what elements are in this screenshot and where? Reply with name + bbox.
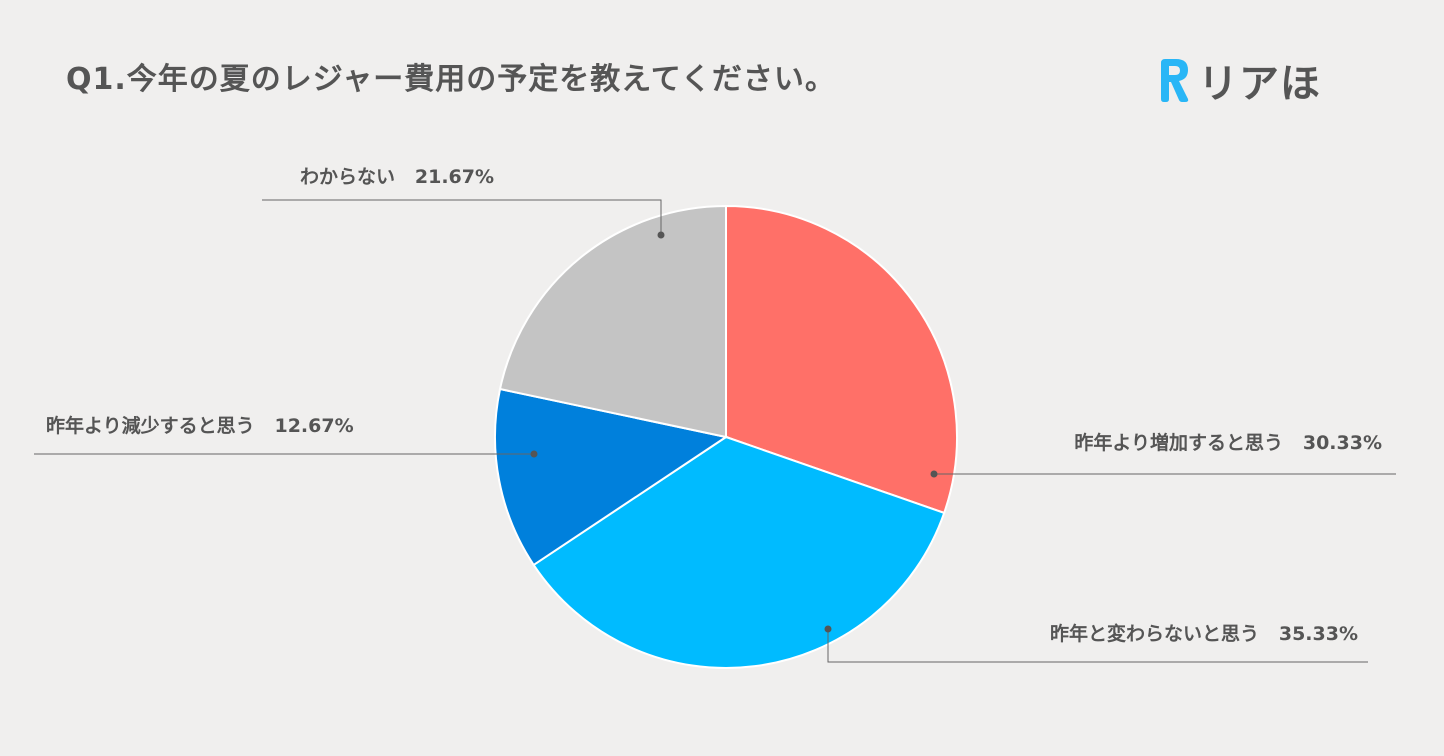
logo-r-icon xyxy=(1161,59,1189,102)
slice-value-0: 30.33% xyxy=(1303,432,1382,454)
slice-value-1: 35.33% xyxy=(1279,623,1358,645)
pie-slice-1 xyxy=(532,435,946,669)
brand-logo: リアほ xyxy=(1156,52,1321,108)
callout-dot-3 xyxy=(657,231,665,239)
pie-callouts: 昨年より増加すると思う 30.33% 昨年と変わらないと思う 35.33% 昨年より… xyxy=(34,166,1396,663)
pie-slices xyxy=(494,204,958,669)
callout-dot-1 xyxy=(824,625,832,633)
slice-label-3: わからない 21.67% xyxy=(300,166,494,188)
slice-name-0: 昨年より増加すると思う xyxy=(1074,431,1283,454)
pie-slice-2 xyxy=(494,387,729,567)
slice-label-2: 昨年より減少すると思う 12.67% xyxy=(46,414,354,437)
slice-name-2: 昨年より減少すると思う xyxy=(46,414,255,437)
logo-r-shape xyxy=(1161,59,1189,102)
slice-label-0: 昨年より増加すると思う 30.33% xyxy=(1074,431,1382,454)
callout-dot-0 xyxy=(930,470,938,478)
callout-leader-3 xyxy=(262,199,662,235)
callout-dot-2 xyxy=(530,450,538,458)
slice-value-3: 21.67% xyxy=(415,166,494,188)
pie-slice-0 xyxy=(725,204,958,515)
chart-title: Q1.今年の夏のレジャー費用の予定を教えてください。 xyxy=(66,62,836,97)
slice-value-2: 12.67% xyxy=(274,415,353,437)
logo-text: リアほ xyxy=(1198,61,1321,107)
slice-label-1: 昨年と変わらないと思う 35.33% xyxy=(1050,622,1358,645)
slice-name-3: わからない xyxy=(300,166,395,188)
slice-name-1: 昨年と変わらないと思う xyxy=(1050,622,1259,645)
callout-leader-1 xyxy=(827,629,1368,663)
pie-slice-3 xyxy=(498,204,727,439)
